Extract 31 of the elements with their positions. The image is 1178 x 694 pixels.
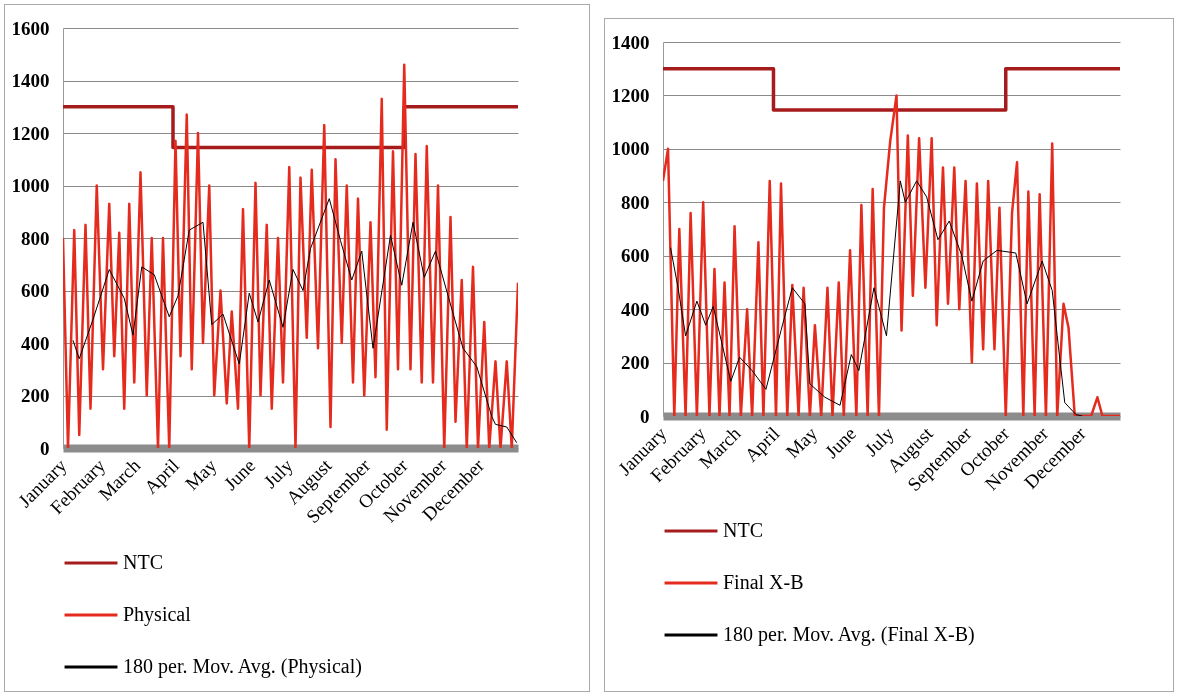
- y-tick-label: 600: [621, 245, 650, 267]
- x-tick-label: May: [781, 422, 822, 463]
- legend-label: 180 per. Mov. Avg. (Final X-B): [723, 623, 975, 646]
- y-tick-label: 200: [21, 385, 50, 406]
- x-tick-label: June: [820, 422, 861, 463]
- x-tick-label: June: [219, 454, 260, 495]
- y-tick-label: 1000: [611, 138, 650, 160]
- y-tick-label: 800: [21, 227, 50, 249]
- y-tick-label: 0: [40, 437, 50, 459]
- y-tick-label: 1400: [611, 31, 650, 53]
- y-tick-label: 0: [640, 405, 650, 427]
- y-tick-label: 400: [621, 298, 650, 320]
- y-tick-label: 800: [621, 191, 650, 213]
- line-series: [663, 94, 1120, 416]
- legend-label: NTC: [723, 519, 763, 541]
- y-tick-label: 1400: [11, 70, 50, 91]
- y-tick-label: 1200: [11, 122, 50, 144]
- x-tick-label: May: [181, 454, 221, 495]
- line-series: [670, 180, 1083, 416]
- y-tick-label: 600: [21, 280, 50, 301]
- line-series: [72, 198, 518, 444]
- legend-label: Physical: [123, 603, 192, 626]
- y-tick-label: 1200: [611, 84, 650, 106]
- y-tick-label: 200: [621, 352, 650, 374]
- y-tick-label: 400: [21, 332, 50, 354]
- y-tick-label: 1600: [11, 17, 50, 39]
- y-tick-label: 1000: [11, 175, 50, 196]
- line-series: [63, 63, 518, 448]
- legend-label: Final X-B: [723, 571, 804, 593]
- legend-label: 180 per. Mov. Avg. (Physical): [123, 655, 362, 678]
- legend-label: NTC: [123, 551, 163, 573]
